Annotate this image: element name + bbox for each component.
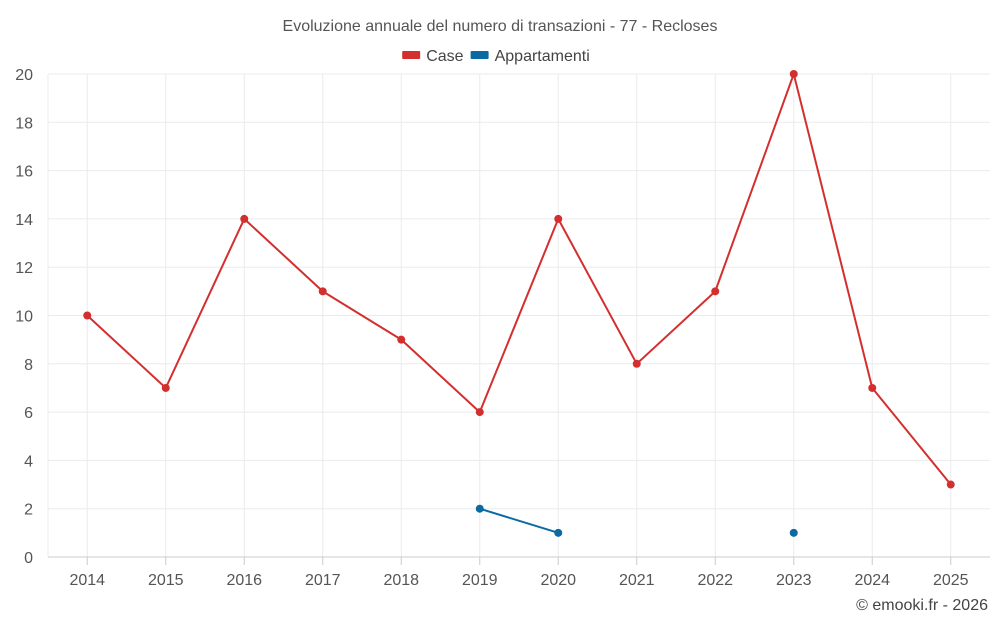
data-point [711, 287, 720, 296]
chart-title: Evoluzione annuale del numero di transaz… [283, 18, 718, 35]
data-point [554, 214, 563, 223]
x-tick-label: 2024 [854, 572, 890, 589]
series-line-segment [871, 386, 952, 486]
x-tick-label: 2021 [619, 572, 655, 589]
data-point [632, 359, 641, 368]
series-line-segment [714, 73, 795, 293]
y-tick-label: 4 [24, 453, 33, 470]
x-tick-label: 2018 [383, 572, 419, 589]
y-tick-label: 8 [24, 357, 33, 374]
series-case [83, 70, 955, 489]
legend-item-case[interactable]: Case [402, 48, 464, 65]
series-line-segment [86, 314, 167, 389]
x-tick-label: 2016 [226, 572, 262, 589]
y-tick-label: 10 [15, 309, 33, 326]
series-line-segment [557, 217, 638, 365]
axes: 0 2 4 6 8 10 12 14 16 18 20 2014 2015 2016 2017 2018 201… [15, 67, 990, 589]
series-line-segment [478, 217, 560, 414]
data-point [554, 528, 563, 537]
y-tick-label: 18 [15, 115, 33, 132]
series-line-segment [478, 507, 560, 534]
series-line-segment [164, 217, 246, 389]
x-tick-label: 2015 [148, 572, 184, 589]
data-point [789, 528, 798, 537]
data-point [868, 383, 877, 392]
y-tick-label: 2 [24, 502, 33, 519]
data-point [240, 214, 249, 223]
y-tick-label: 12 [15, 260, 33, 277]
data-point [789, 70, 798, 78]
legend-swatch [470, 51, 489, 59]
y-tick-label: 20 [15, 67, 33, 84]
legend-label: Appartamenti [495, 48, 590, 65]
data-point [161, 383, 170, 392]
y-tick-label: 0 [24, 550, 33, 567]
legend: Case Appartamenti [402, 48, 590, 65]
data-point [475, 408, 484, 417]
series-line-segment [321, 290, 403, 341]
data-point [475, 504, 484, 513]
legend-item-appartamenti[interactable]: Appartamenti [470, 48, 590, 65]
plot-area [83, 70, 955, 537]
data-point [83, 311, 92, 320]
series-line-segment [792, 73, 874, 389]
data-point [946, 480, 955, 489]
y-tick-label: 16 [15, 164, 33, 181]
series-line-segment [635, 290, 717, 365]
series-appartamenti [475, 504, 798, 537]
x-tick-label: 2025 [933, 572, 969, 589]
x-tick-label: 2019 [462, 572, 498, 589]
legend-label: Case [426, 48, 463, 65]
x-tick-label: 2023 [776, 572, 812, 589]
y-tick-label: 14 [15, 212, 33, 229]
series-line-segment [400, 338, 481, 414]
y-tick-label: 6 [24, 405, 33, 422]
data-point [397, 335, 406, 344]
x-tick-label: 2017 [305, 572, 341, 589]
credit-label: © emooki.fr - 2026 [856, 597, 988, 614]
legend-swatch [402, 51, 421, 59]
x-tick-label: 2022 [697, 572, 733, 589]
x-tick-label: 2020 [540, 572, 576, 589]
data-point [318, 287, 327, 296]
grid [47, 73, 990, 557]
series-line-segment [243, 217, 324, 293]
x-tick-label: 2014 [69, 572, 105, 589]
